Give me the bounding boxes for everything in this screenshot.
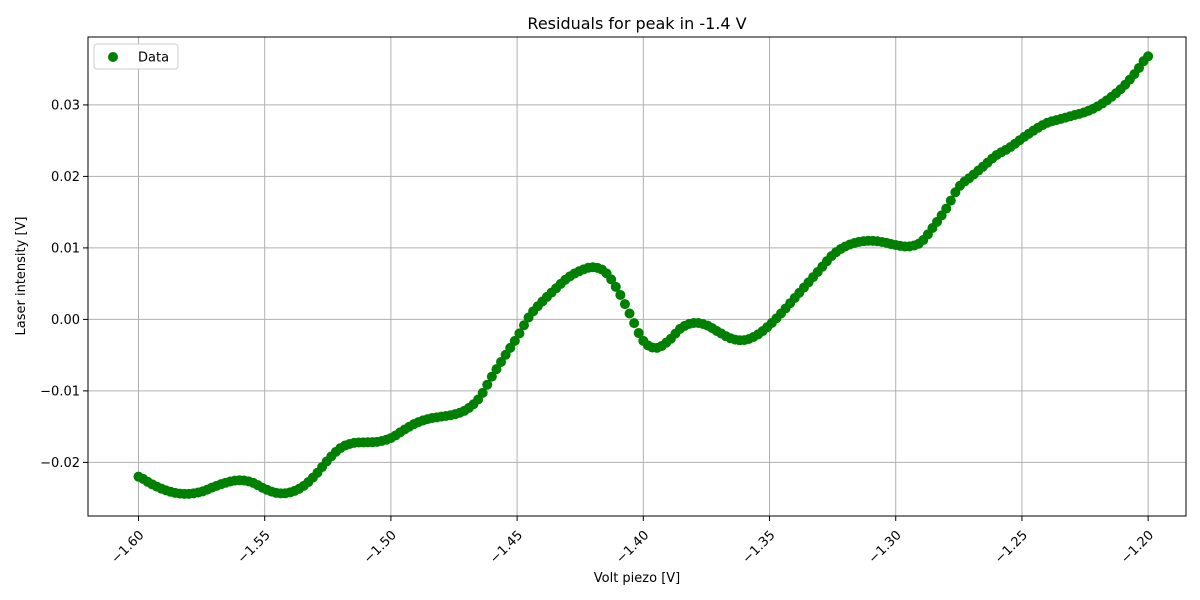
- y-tick-label: 0.03: [51, 98, 80, 113]
- data-point: [486, 371, 497, 382]
- data-point: [619, 299, 630, 310]
- legend-label-data: Data: [138, 51, 169, 66]
- legend: Data: [93, 43, 179, 70]
- data-point: [624, 308, 635, 319]
- data-point: [615, 289, 626, 300]
- data-point: [482, 379, 493, 390]
- y-ticks: −0.02 −0.01 0.00 0.01 0.02 0.03: [40, 98, 88, 471]
- y-tick-label: 0.02: [51, 170, 80, 185]
- data-point: [514, 328, 525, 339]
- legend-marker-data: [108, 52, 118, 62]
- data-point: [629, 318, 640, 329]
- data-point: [496, 356, 507, 367]
- y-tick-label: −0.01: [40, 384, 80, 399]
- data-point: [477, 387, 488, 398]
- data-point: [610, 281, 621, 292]
- plot-frame: [87, 36, 1187, 517]
- data-point: [509, 335, 520, 346]
- data-point: [518, 320, 529, 331]
- data-point: [633, 328, 644, 339]
- legend-box: [93, 43, 179, 70]
- x-axis-label: Volt piezo [V]: [594, 571, 681, 586]
- y-tick-label: −0.02: [40, 456, 80, 471]
- data-point: [1143, 51, 1154, 62]
- y-tick-label: 0.01: [51, 241, 80, 256]
- data-points: [133, 51, 1154, 499]
- data-point: [941, 203, 952, 214]
- y-tick-label: 0.00: [51, 313, 80, 328]
- grid-lines: [88, 37, 1186, 516]
- data-point: [606, 274, 617, 285]
- y-axis-label: Laser intensity [V]: [14, 217, 29, 336]
- data-point: [945, 195, 956, 206]
- data-point: [491, 364, 502, 375]
- chart-title: Residuals for peak in -1.4 V: [527, 14, 746, 33]
